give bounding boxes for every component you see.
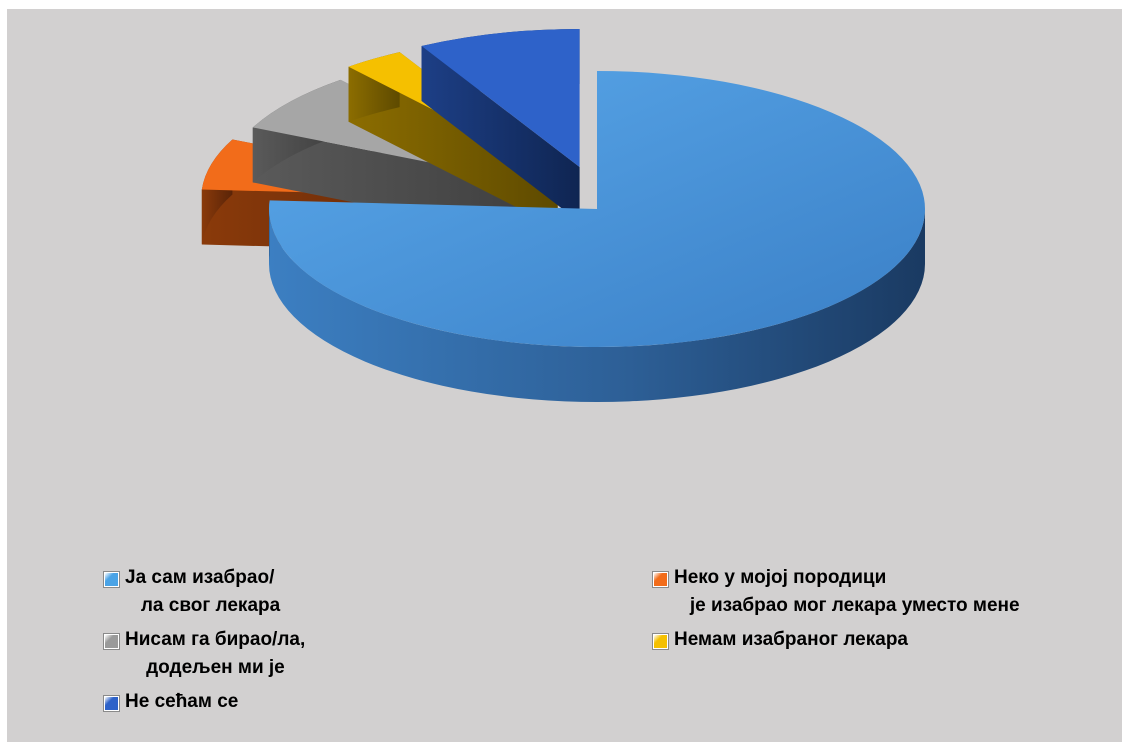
legend-label: Неко у мојој породици је изабрао мог лек… <box>674 567 1020 616</box>
legend-label: Немам изабраног лекара <box>674 629 909 650</box>
legend-swatch <box>653 634 668 649</box>
pie-chart <box>201 28 926 402</box>
legend-item: Ја сам изабрао/ ла свог лекара <box>104 567 280 620</box>
legend-swatch <box>653 572 668 587</box>
legend-swatch <box>104 696 119 711</box>
legend-swatch <box>104 572 119 587</box>
legend-label: Ја сам изабрао/ ла свог лекара <box>125 567 281 616</box>
pie-slice-1 <box>269 71 926 402</box>
legend-swatch <box>104 634 119 649</box>
legend-label: Не сећам се <box>125 691 239 712</box>
legend-item: Нисам га бирао/ла, додељен ми је <box>104 629 305 682</box>
chart-area: Ја сам изабрао/ ла свог лекара Неко у мој… <box>7 9 1122 742</box>
legend-item: Неко у мојој породици је изабрао мог лек… <box>653 567 1020 620</box>
pie-slice-5 <box>421 28 580 222</box>
legend-item: Не сећам се <box>104 691 238 716</box>
legend: Ја сам изабрао/ ла свог лекара Неко у мој… <box>7 9 1122 742</box>
legend-label: Нисам га бирао/ла, додељен ми је <box>125 629 306 678</box>
legend-item: Немам изабраног лекара <box>653 629 908 654</box>
